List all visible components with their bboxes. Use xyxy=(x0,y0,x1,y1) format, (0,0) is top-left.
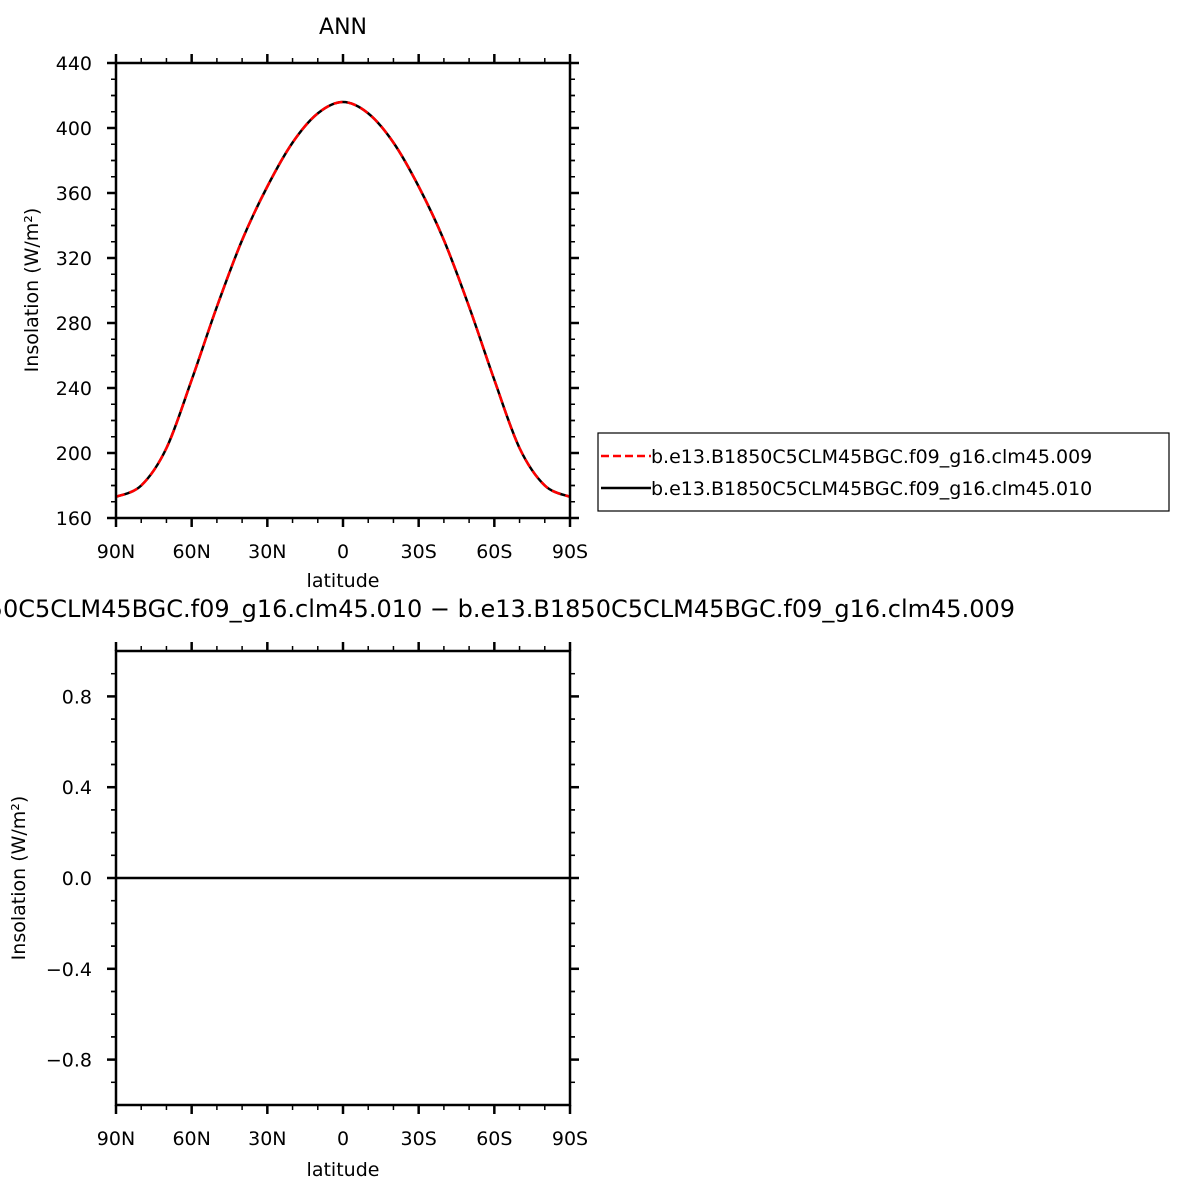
bottom-y-tick-label: 0.4 xyxy=(62,777,92,799)
bottom-x-tick-label: 90N xyxy=(97,1128,135,1150)
bottom-y-tick-label: −0.4 xyxy=(46,959,92,981)
top-series-line-1 xyxy=(115,100,571,499)
top-y-tick-label: 360 xyxy=(56,183,92,205)
bottom-y-tick-label: 0.0 xyxy=(62,868,92,890)
bottom-x-tick-label: 60S xyxy=(476,1128,512,1150)
legend-label-010: b.e13.B1850C5CLM45BGC.f09_g16.clm45.010 xyxy=(651,478,1092,500)
top-y-tick-label: 240 xyxy=(56,378,92,400)
bottom-major-ticks xyxy=(107,642,579,1114)
top-plot-frame xyxy=(114,61,572,520)
top-y-tick-label: 320 xyxy=(56,248,92,270)
bottom-x-tick-labels: 90N 60N 30N 0 30S 60S 90S xyxy=(97,1128,588,1150)
bottom-y-tick-label: −0.8 xyxy=(46,1050,92,1072)
top-y-tick-label: 200 xyxy=(56,443,92,465)
bottom-y-axis-label: Insolation (W/m²) xyxy=(8,796,30,961)
top-series-layer xyxy=(115,100,571,499)
top-y-tick-label: 280 xyxy=(56,313,92,335)
top-x-tick-labels: 90N 60N 30N 0 30S 60S 90S xyxy=(97,541,588,563)
top-y-tick-label: 440 xyxy=(56,53,92,75)
top-major-ticks xyxy=(107,54,579,527)
top-x-tick-label: 60S xyxy=(476,541,512,563)
bottom-x-tick-label: 60N xyxy=(172,1128,210,1150)
bottom-x-tick-label: 90S xyxy=(552,1128,588,1150)
bottom-chart-title: b.e13.B1850C5CLM45BGC.f09_g16.clm45.010 … xyxy=(0,595,1015,623)
top-y-tick-label: 160 xyxy=(56,508,92,530)
top-x-tick-label: 0 xyxy=(337,541,349,563)
legend-label-009: b.e13.B1850C5CLM45BGC.f09_g16.clm45.009 xyxy=(651,446,1092,468)
bottom-x-tick-label: 30S xyxy=(401,1128,437,1150)
top-x-tick-label: 90S xyxy=(552,541,588,563)
bottom-y-tick-label: 0.8 xyxy=(62,686,92,708)
bottom-x-tick-label: 30N xyxy=(248,1128,286,1150)
top-chart-title: ANN xyxy=(319,15,367,40)
legend: b.e13.B1850C5CLM45BGC.f09_g16.clm45.009 … xyxy=(597,432,1170,512)
top-x-axis-label: latitude xyxy=(307,570,380,592)
top-x-tick-label: 90N xyxy=(97,541,135,563)
legend-box xyxy=(597,432,1170,512)
bottom-x-tick-label: 0 xyxy=(337,1128,349,1150)
top-x-tick-label: 30S xyxy=(401,541,437,563)
bottom-panel: b.e13.B1850C5CLM45BGC.f09_g16.clm45.010 … xyxy=(0,595,1015,1181)
top-y-tick-labels: 160 200 240 280 320 360 400 440 xyxy=(56,53,92,530)
top-minor-ticks xyxy=(111,58,575,523)
bottom-plot-frame xyxy=(114,649,572,1107)
top-x-tick-label: 60N xyxy=(172,541,210,563)
top-y-axis-label: Insolation (W/m²) xyxy=(21,208,43,373)
bottom-y-tick-labels: −0.8 −0.4 0.0 0.4 0.8 xyxy=(46,686,92,1071)
top-panel: ANN 90N 60N 30N 0 30S 60S 90S 160 200 240 280 320 3… xyxy=(21,15,1170,592)
top-y-tick-label: 400 xyxy=(56,118,92,140)
top-series-line-0 xyxy=(115,100,571,499)
top-x-tick-label: 30N xyxy=(248,541,286,563)
bottom-x-axis-label: latitude xyxy=(307,1159,380,1181)
